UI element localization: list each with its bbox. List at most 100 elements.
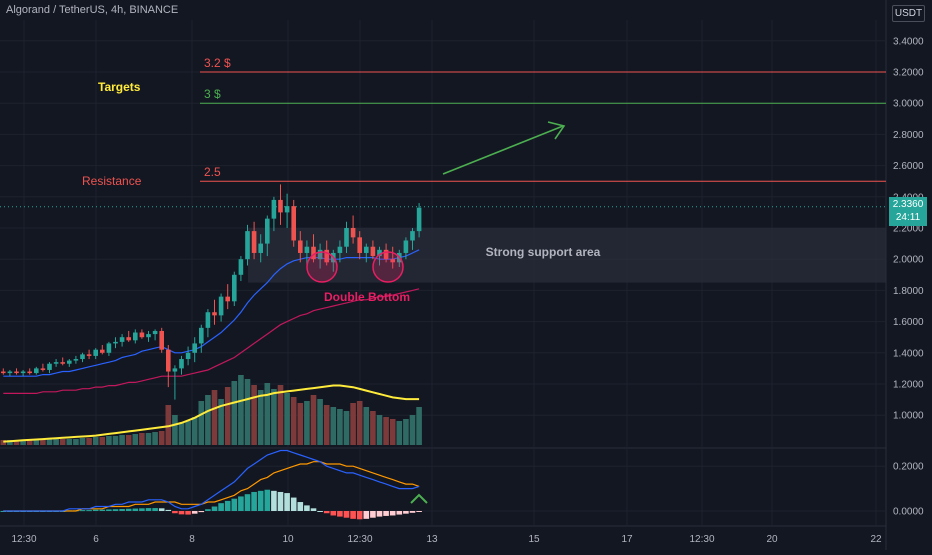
volume-bar (145, 433, 152, 445)
candle-body (166, 349, 171, 372)
macd-histogram-bar (383, 511, 389, 516)
candle-body (1, 371, 6, 374)
candle-body (185, 352, 191, 360)
macd-histogram-bar (112, 509, 119, 511)
x-tick-label: 22 (870, 534, 882, 545)
macd-histogram-bar (178, 511, 185, 515)
macd-histogram-bar (198, 511, 205, 513)
candle-body (410, 231, 415, 241)
candle-body (146, 334, 151, 338)
candle-body (370, 246, 376, 257)
candle-body (383, 249, 389, 260)
volume-bar (59, 439, 66, 445)
x-tick-label: 17 (621, 534, 633, 545)
macd-signal-line (3, 461, 420, 512)
macd-histogram-bar (172, 511, 178, 514)
volume-bar (139, 433, 145, 445)
volume-bar (53, 439, 59, 445)
y-tick-label: 3.4000 (893, 36, 924, 47)
volume-bars (0, 375, 422, 445)
candle-body (225, 296, 230, 302)
macd-histogram-bar (396, 511, 403, 515)
fast-ma-line (3, 249, 420, 377)
x-tick-label: 12:30 (689, 534, 714, 545)
macd-histogram-bar (86, 510, 92, 512)
candle-body (7, 371, 13, 374)
volume-bar (73, 439, 79, 445)
candle-body (53, 362, 59, 364)
candle-body (271, 199, 277, 219)
macd-histogram-bar (376, 511, 383, 517)
candle-body (245, 231, 250, 260)
volume-bar (370, 411, 376, 445)
candle-body (311, 246, 316, 260)
macd-histogram-bar (416, 511, 422, 512)
candle-countdown: 24:11 (895, 212, 921, 223)
volume-bar (297, 403, 304, 445)
candle-body (133, 332, 138, 341)
candle-body (172, 368, 178, 372)
volume-bar (152, 432, 158, 445)
volume-bar (238, 375, 244, 445)
level-label: 3 $ (204, 87, 221, 101)
volume-bar (165, 405, 172, 445)
candle-body (126, 337, 131, 341)
candle-body (199, 327, 204, 344)
volume-bar (403, 419, 409, 445)
macd-histogram-bar (92, 509, 99, 511)
volume-bar (224, 387, 231, 445)
x-tick-label: 6 (93, 534, 99, 545)
candle-body (192, 343, 197, 353)
volume-bar (304, 401, 310, 445)
macd-histogram-bar (224, 500, 231, 511)
candle-body (152, 330, 158, 335)
macd-histogram-bar (125, 508, 132, 511)
macd-y-tick-label: 0.2000 (893, 462, 924, 473)
macd-histogram-bar (251, 491, 257, 511)
x-tick-label: 10 (282, 534, 294, 545)
volume-bar (86, 438, 92, 445)
x-tick-label: 20 (766, 534, 778, 545)
macd-histogram-bar (290, 497, 297, 511)
candle-body (218, 296, 224, 316)
candles (1, 184, 422, 400)
macd-histogram-bar (191, 511, 198, 514)
candle-body (179, 359, 184, 369)
candle-body (106, 343, 112, 353)
candle-body (291, 206, 296, 241)
projection-arrow-head (547, 121, 566, 140)
volume-bar (277, 385, 284, 445)
macd-histogram-bar (297, 502, 304, 511)
volume-bar (231, 381, 238, 445)
support-zone-label: Strong support area (486, 245, 601, 259)
y-tick-label: 1.2000 (893, 380, 924, 391)
candle-body (27, 371, 32, 374)
volume-bar (396, 421, 403, 445)
volume-bar (112, 436, 119, 445)
x-tick-label: 12:30 (347, 534, 372, 545)
volume-bar (178, 423, 185, 445)
macd-y-tick-label: 0.0000 (893, 507, 924, 518)
volume-bar (257, 390, 264, 445)
candle-body (67, 360, 72, 364)
y-tick-label: 1.8000 (893, 286, 924, 297)
volume-bar (271, 389, 277, 445)
candle-body (93, 349, 98, 356)
macd-histogram-bar (317, 511, 323, 512)
macd-histogram-bar (356, 511, 363, 520)
y-tick-label: 1.6000 (893, 317, 924, 328)
y-tick-label: 1.0000 (893, 411, 924, 422)
currency-selector[interactable]: USDT (892, 5, 925, 22)
candle-body (377, 249, 382, 257)
candle-body (317, 249, 323, 260)
last-price: 2.3360 (892, 199, 924, 210)
macd-histogram-bar (271, 490, 277, 511)
x-tick-label: 13 (426, 534, 438, 545)
volume-bar (99, 437, 106, 445)
volume-bar (198, 401, 205, 445)
macd-up-chevron-icon (410, 493, 428, 504)
volume-bar (40, 440, 46, 445)
candle-body (113, 341, 118, 344)
